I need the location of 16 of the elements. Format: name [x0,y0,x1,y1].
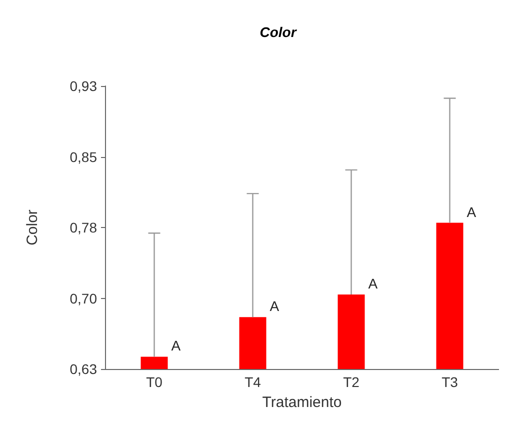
y-tick-label: 0,63 [70,361,98,377]
annotation: A [368,275,378,292]
chart-title: Color [260,24,298,40]
x-axis-title: Tratamiento [262,394,342,411]
annotation: A [270,298,280,314]
y-tick-label: 0,93 [70,78,98,94]
x-tick-label: T3 [442,374,458,390]
y-tick-label: 0,70 [70,290,98,306]
y-tick-label: 0,78 [70,220,98,236]
y-tick-label: 0,85 [70,148,98,165]
x-tick-label: T4 [244,374,262,390]
annotation: A [466,204,477,220]
x-tick-label: T2 [343,374,360,390]
y-axis-title: Color [24,210,41,246]
x-tick-label: T0 [146,374,163,390]
annotation: A [171,338,182,354]
